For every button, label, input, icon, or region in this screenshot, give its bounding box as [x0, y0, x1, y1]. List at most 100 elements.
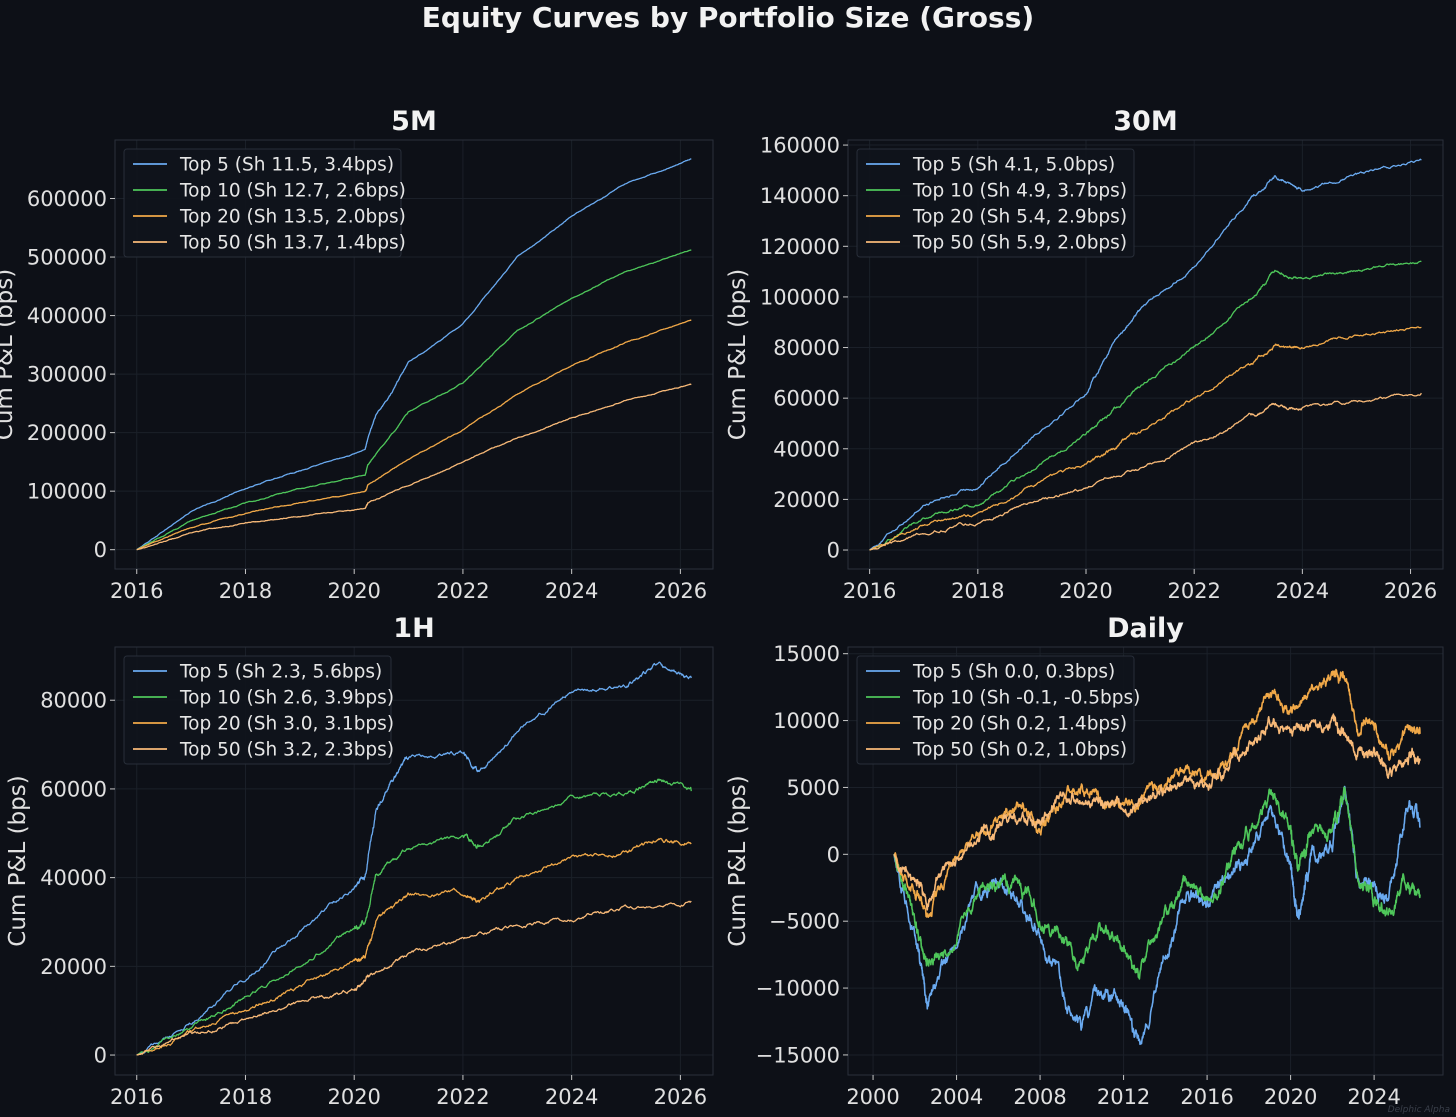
legend-label: Top 20 (Sh 5.4, 2.9bps)	[912, 207, 1127, 228]
subplot-5m: 2016 2018 2020 2022 2024 2026 0 100000 200000 300…	[0, 106, 714, 603]
y-tick-label: 40000	[40, 866, 107, 890]
y-tick-label: 60000	[40, 777, 107, 801]
axes-frame	[847, 139, 1444, 570]
series-line-2	[893, 786, 1421, 980]
legend-label: Top 5 (Sh 0.0, 0.3bps)	[912, 662, 1115, 683]
legend-label: Top 20 (Sh 13.5, 2.0bps)	[179, 207, 406, 228]
x-tick-label: 2018	[951, 579, 1004, 603]
x-tick-label: 2000	[846, 1085, 899, 1109]
x-tick-label: 2026	[654, 1085, 707, 1109]
y-tick-label: 200000	[27, 421, 107, 445]
x-tick-label: 2012	[1097, 1085, 1150, 1109]
y-tick-label: 300000	[27, 363, 107, 387]
y-tick-label: 120000	[760, 235, 840, 259]
x-tick-label: 2022	[1167, 579, 1220, 603]
x-tick-label: 2024	[1347, 1085, 1400, 1109]
y-tick-label: 500000	[27, 246, 107, 270]
subplot-title: 1H	[393, 613, 434, 644]
y-tick-label: 0	[827, 843, 840, 867]
subplot-30m: 2016 2018 2020 2022 2024 2026 0 20000 40000 60000…	[725, 106, 1444, 603]
series-line-1	[869, 158, 1422, 551]
y-tick-label: 80000	[773, 336, 840, 360]
series-line-2	[136, 778, 692, 1056]
legend-label: Top 50 (Sh 5.9, 2.0bps)	[912, 233, 1127, 254]
legend-box	[123, 148, 402, 258]
x-tick-label: 2024	[545, 1085, 598, 1109]
legend: Top 5 (Sh 4.1, 5.0bps) Top 10 (Sh 4.9, 3.…	[856, 148, 1135, 258]
series-line-1	[136, 158, 692, 551]
y-tick-label: 100000	[760, 285, 840, 309]
y-tick-label: 20000	[40, 955, 107, 979]
x-tick-label: 2018	[219, 579, 272, 603]
series-line-1	[136, 661, 692, 1056]
legend-label: Top 50 (Sh 3.2, 2.3bps)	[179, 740, 394, 761]
y-tick-label: 5000	[787, 776, 840, 800]
series-line-3	[869, 326, 1422, 551]
subplot-title: Daily	[1107, 613, 1184, 644]
y-tick-label: 10000	[773, 709, 840, 733]
series-line-4	[893, 713, 1421, 911]
series-line-2	[136, 249, 692, 551]
y-axis-label: Cum P&L (bps)	[0, 269, 18, 440]
legend-label: Top 10 (Sh -0.1, -0.5bps)	[912, 688, 1140, 709]
legend-label: Top 50 (Sh 0.2, 1.0bps)	[912, 740, 1127, 761]
legend-label: Top 5 (Sh 11.5, 3.4bps)	[179, 155, 394, 176]
legend-label: Top 10 (Sh 4.9, 3.7bps)	[912, 181, 1127, 202]
y-tick-label: 15000	[773, 642, 840, 666]
x-tick-label: 2016	[110, 1085, 163, 1109]
x-tick-label: 2020	[327, 1085, 380, 1109]
y-tick-label: 0	[94, 538, 107, 562]
y-tick-label: −5000	[769, 910, 840, 934]
x-tick-label: 2026	[1384, 579, 1437, 603]
x-tick-label: 2022	[436, 579, 489, 603]
y-tick-label: 60000	[773, 387, 840, 411]
x-tick-label: 2016	[843, 579, 896, 603]
legend-box	[856, 655, 1135, 765]
series-line-3	[136, 837, 692, 1056]
subplot-title: 5M	[391, 106, 437, 137]
series-line-4	[136, 900, 692, 1056]
y-axis-label: Cum P&L (bps)	[725, 269, 751, 440]
legend-box	[123, 655, 392, 765]
y-tick-label: 80000	[40, 689, 107, 713]
legend-label: Top 50 (Sh 13.7, 1.4bps)	[179, 233, 406, 254]
x-tick-label: 2020	[1264, 1085, 1317, 1109]
x-tick-label: 2020	[1059, 579, 1112, 603]
legend-box	[856, 148, 1135, 258]
axes-frame	[114, 139, 714, 570]
x-tick-label: 2020	[327, 579, 380, 603]
legend-label: Top 20 (Sh 3.0, 3.1bps)	[179, 714, 394, 735]
legend: Top 5 (Sh 0.0, 0.3bps) Top 10 (Sh -0.1, -…	[856, 655, 1140, 765]
subplot-1h: 2016 2018 2020 2022 2024 2026 0 20000 40000 60000…	[5, 613, 714, 1109]
subplot-daily: 2000 2004 2008 2012 2016 2020 2024 −15000 −10000…	[725, 613, 1444, 1109]
series-line-3	[136, 319, 692, 551]
x-tick-label: 2016	[1180, 1085, 1233, 1109]
y-tick-label: −10000	[756, 977, 840, 1001]
series-line-2	[869, 260, 1422, 551]
watermark: Delphic Alpha	[1387, 1105, 1450, 1115]
y-tick-label: 100000	[27, 480, 107, 504]
x-tick-label: 2024	[545, 579, 598, 603]
x-tick-label: 2004	[930, 1085, 983, 1109]
y-axis-label: Cum P&L (bps)	[5, 775, 31, 946]
x-tick-label: 2016	[110, 579, 163, 603]
figure-title: Equity Curves by Portfolio Size (Gross)	[421, 1, 1035, 34]
y-tick-label: 0	[827, 539, 840, 563]
y-tick-label: 140000	[760, 184, 840, 208]
legend-label: Top 20 (Sh 0.2, 1.4bps)	[912, 714, 1127, 735]
series-line-4	[869, 392, 1422, 551]
legend-label: Top 5 (Sh 4.1, 5.0bps)	[912, 155, 1115, 176]
legend-label: Top 10 (Sh 12.7, 2.6bps)	[179, 181, 406, 202]
axes-frame	[114, 646, 714, 1076]
x-tick-label: 2024	[1276, 579, 1329, 603]
y-tick-label: −15000	[756, 1043, 840, 1067]
y-tick-label: 400000	[27, 304, 107, 328]
axes-frame	[847, 646, 1444, 1076]
x-tick-label: 2018	[219, 1085, 272, 1109]
legend-label: Top 10 (Sh 2.6, 3.9bps)	[179, 688, 394, 709]
legend: Top 5 (Sh 2.3, 5.6bps) Top 10 (Sh 2.6, 3.…	[123, 655, 394, 765]
series-line-4	[136, 383, 692, 551]
x-tick-label: 2022	[436, 1085, 489, 1109]
y-axis-label: Cum P&L (bps)	[725, 775, 751, 946]
